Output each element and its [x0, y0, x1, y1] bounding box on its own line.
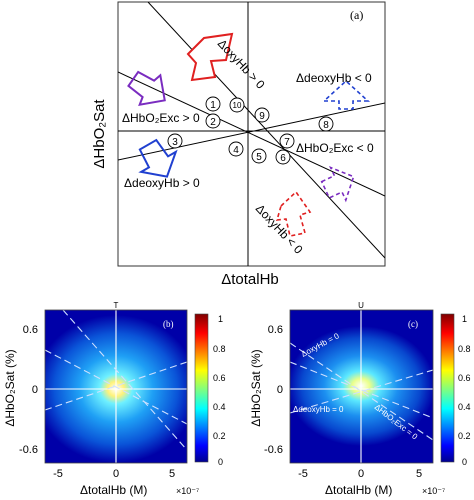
panel-b-cbar-tick-3: 0.4: [213, 402, 226, 412]
panel-a-ylabel: ΔHbO₂Sat: [91, 99, 108, 169]
panel-b-cbar-tick-4: 0.2: [213, 431, 226, 441]
circled-number-7: 7: [279, 133, 295, 149]
panel-a-boundary-lines: [118, 2, 385, 266]
circled-number-3: 3: [167, 133, 183, 149]
label-hbo2exc-lt-0: ΔHbO₂Exc < 0: [296, 141, 374, 155]
panel-b-xtick-1: 0: [113, 468, 119, 480]
panel-a-xlabel: ΔtotalHb: [221, 271, 279, 288]
panel-c: U (c) ΔoxyHb = 0 ΔdeoxyHb = 0 ΔHbO₂Exc =…: [249, 301, 471, 497]
panel-b-ytick-0: 0.6: [23, 324, 38, 336]
circled-number-10: 10: [229, 97, 245, 113]
label-deoxyhb-gt-0: ΔdeoxyHb > 0: [124, 176, 200, 190]
panel-b: T (b) 0.6 0 -0.6 -5 0 5 ΔtotalHb (M) ×10…: [3, 301, 226, 497]
panel-b-xtick-2: 5: [169, 468, 175, 480]
panel-b-xlabel: ΔtotalHb (M): [80, 483, 147, 497]
panel-c-xtick-0: -5: [298, 468, 308, 480]
svg-text:10: 10: [233, 101, 242, 110]
panel-b-dashed-lines: [45, 310, 187, 451]
panel-b-ytick-1: 0: [32, 384, 38, 396]
panel-c-cbar-tick-3: 0.4: [458, 402, 471, 412]
panel-c-tag: U: [358, 301, 364, 310]
purple-solid-arrow-icon: [127, 70, 166, 107]
red-solid-arrow-icon: [186, 32, 234, 82]
svg-text:6: 6: [280, 153, 286, 164]
panel-c-xtick-1: 0: [358, 468, 364, 480]
panel-c-ylabel: ΔHbO₂Sat (%): [249, 349, 263, 426]
svg-text:1: 1: [210, 100, 216, 111]
panel-c-ytick-0: 0.6: [268, 324, 283, 336]
panel-b-label: (b): [163, 319, 174, 329]
panel-c-axis-lines: [290, 310, 433, 463]
svg-text:4: 4: [233, 145, 239, 156]
circled-number-1: 1: [205, 96, 221, 112]
svg-text:3: 3: [172, 137, 178, 148]
panel-c-colorbar: [440, 313, 455, 463]
panel-c-label-deoxyhb: ΔdeoxyHb = 0: [293, 405, 344, 414]
panel-b-cbar-tick-1: 0.8: [213, 344, 226, 354]
panel-c-label: (c): [408, 319, 418, 329]
panel-c-cbar-tick-0: 1: [462, 314, 467, 324]
panel-b-xscale: ×10⁻⁷: [176, 486, 199, 496]
panel-a-label: (a): [350, 8, 363, 22]
svg-text:7: 7: [284, 137, 290, 148]
panel-b-xtick-0: -5: [53, 468, 63, 480]
panel-c-frame: [289, 309, 434, 464]
panel-a: 1 2 3 4 5 6 7 8: [91, 1, 386, 288]
blue-solid-arrow-icon: [138, 138, 178, 178]
panel-c-xscale: ×10⁻⁷: [422, 486, 445, 496]
label-hbo2exc-gt-0: ΔHbO₂Exc > 0: [122, 111, 200, 125]
panel-c-ytick-2: -0.6: [264, 444, 283, 456]
svg-text:8: 8: [323, 120, 329, 131]
panel-c-cbar-tick-1: 0.8: [458, 344, 471, 354]
svg-text:2: 2: [210, 117, 216, 128]
circled-number-6: 6: [275, 149, 291, 165]
circled-number-4: 4: [228, 141, 244, 157]
svg-text:5: 5: [256, 152, 262, 163]
panel-b-frame: [44, 309, 188, 464]
purple-dashed-arrow-icon: [320, 166, 355, 203]
panel-c-cbar-tick-5: 0: [462, 457, 467, 467]
panel-b-colorbar: [194, 313, 209, 463]
panel-c-xtick-2: 5: [416, 468, 422, 480]
circled-number-8: 8: [318, 116, 334, 132]
red-dashed-arrow-icon: [275, 190, 312, 237]
deoxyhb-zero-line: [118, 102, 385, 161]
panel-c-dashed-lines: [290, 342, 433, 441]
panel-c-xlabel: ΔtotalHb (M): [325, 483, 392, 497]
label-deoxyhb-lt-0: ΔdeoxyHb < 0: [296, 71, 372, 85]
oxyhb-zero-line: [147, 2, 385, 259]
panel-c-cbar-tick-4: 0.2: [458, 431, 471, 441]
circled-number-9: 9: [254, 107, 270, 123]
circled-number-2: 2: [205, 113, 221, 129]
panel-b-tag: T: [114, 301, 119, 310]
panel-b-ytick-2: -0.6: [19, 444, 38, 456]
circled-number-5: 5: [251, 148, 267, 164]
panel-c-ytick-1: 0: [277, 384, 283, 396]
panel-b-ylabel: ΔHbO₂Sat (%): [3, 349, 17, 426]
blue-dashed-arrow-icon: [321, 79, 371, 110]
panel-c-cbar-tick-2: 0.6: [458, 373, 471, 383]
panel-b-cbar-tick-2: 0.6: [213, 373, 226, 383]
panel-b-cbar-tick-0: 1: [218, 314, 223, 324]
svg-text:9: 9: [259, 111, 265, 122]
panel-b-cbar-tick-5: 0: [218, 457, 223, 467]
